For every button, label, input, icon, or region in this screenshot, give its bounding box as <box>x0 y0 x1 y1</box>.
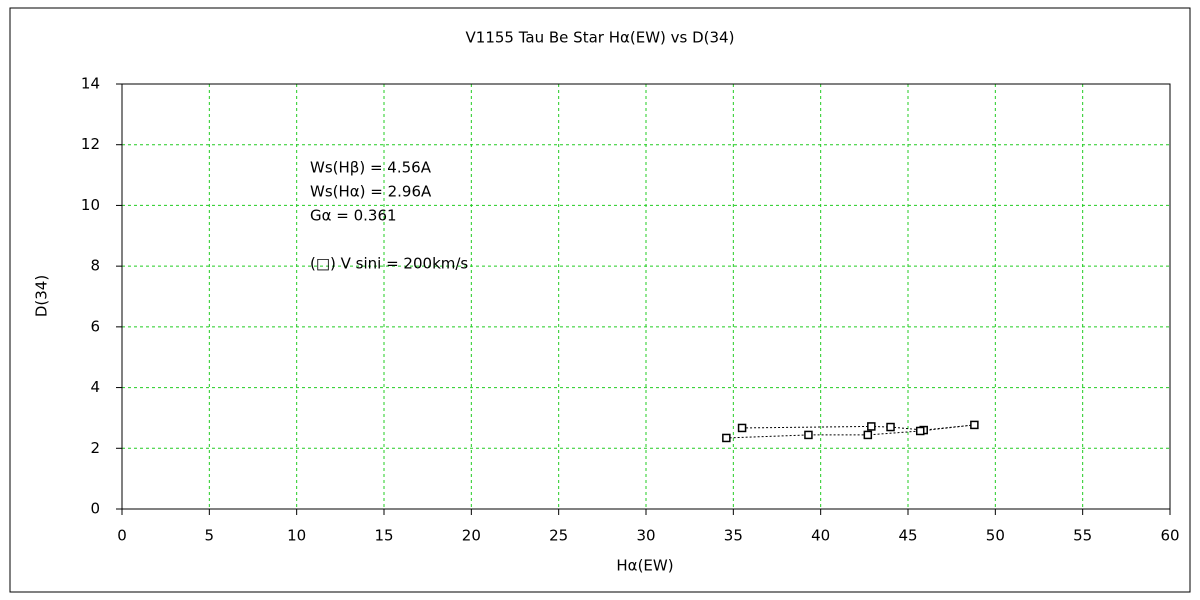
point <box>737 423 747 433</box>
x-tick-label: 30 <box>636 527 655 545</box>
y-tick-label: 6 <box>90 317 100 335</box>
point <box>970 420 979 430</box>
x-tick-label: 50 <box>986 527 1005 545</box>
point <box>722 433 731 443</box>
y-tick-label: 0 <box>90 500 100 518</box>
x-tick-label: 55 <box>1073 527 1092 545</box>
x-tick-label: 40 <box>811 527 830 545</box>
chart-border <box>9 7 1191 593</box>
x-tick-label: 20 <box>462 527 481 545</box>
annotation: Ws(Hβ) = 4.56A <box>310 159 432 177</box>
y-tick-label: 12 <box>81 135 100 153</box>
y-tick-label: 10 <box>81 196 100 214</box>
chart-title: V1155 Tau Be Star Hα(EW) vs D(34) <box>466 29 735 47</box>
x-tick-label: 35 <box>724 527 743 545</box>
y-tick-label: 2 <box>90 439 100 457</box>
y-tick-label: 14 <box>81 75 100 93</box>
y-tick-label: 8 <box>90 257 100 275</box>
x-tick-label: 60 <box>1160 527 1179 545</box>
point <box>886 422 895 432</box>
annotation: Gα = 0.361 <box>310 207 397 225</box>
series-line <box>726 424 975 439</box>
y-axis-label: D(34) <box>33 275 51 317</box>
annotation: (□) V sini = 200km/s <box>310 255 468 273</box>
plot-frame <box>121 83 1171 510</box>
x-tick-label: 45 <box>898 527 917 545</box>
x-axis-label: Hα(EW) <box>616 557 673 575</box>
y-tick-label: 4 <box>90 378 100 396</box>
point <box>804 430 813 440</box>
point <box>863 430 873 440</box>
x-tick-label: 0 <box>117 527 127 545</box>
x-tick-label: 15 <box>374 527 393 545</box>
annotation: Ws(Hα) = 2.96A <box>310 183 432 201</box>
point <box>915 426 925 436</box>
x-tick-label: 10 <box>287 527 306 545</box>
point <box>867 422 876 431</box>
x-tick-label: 25 <box>549 527 568 545</box>
x-tick-label: 5 <box>205 527 215 545</box>
